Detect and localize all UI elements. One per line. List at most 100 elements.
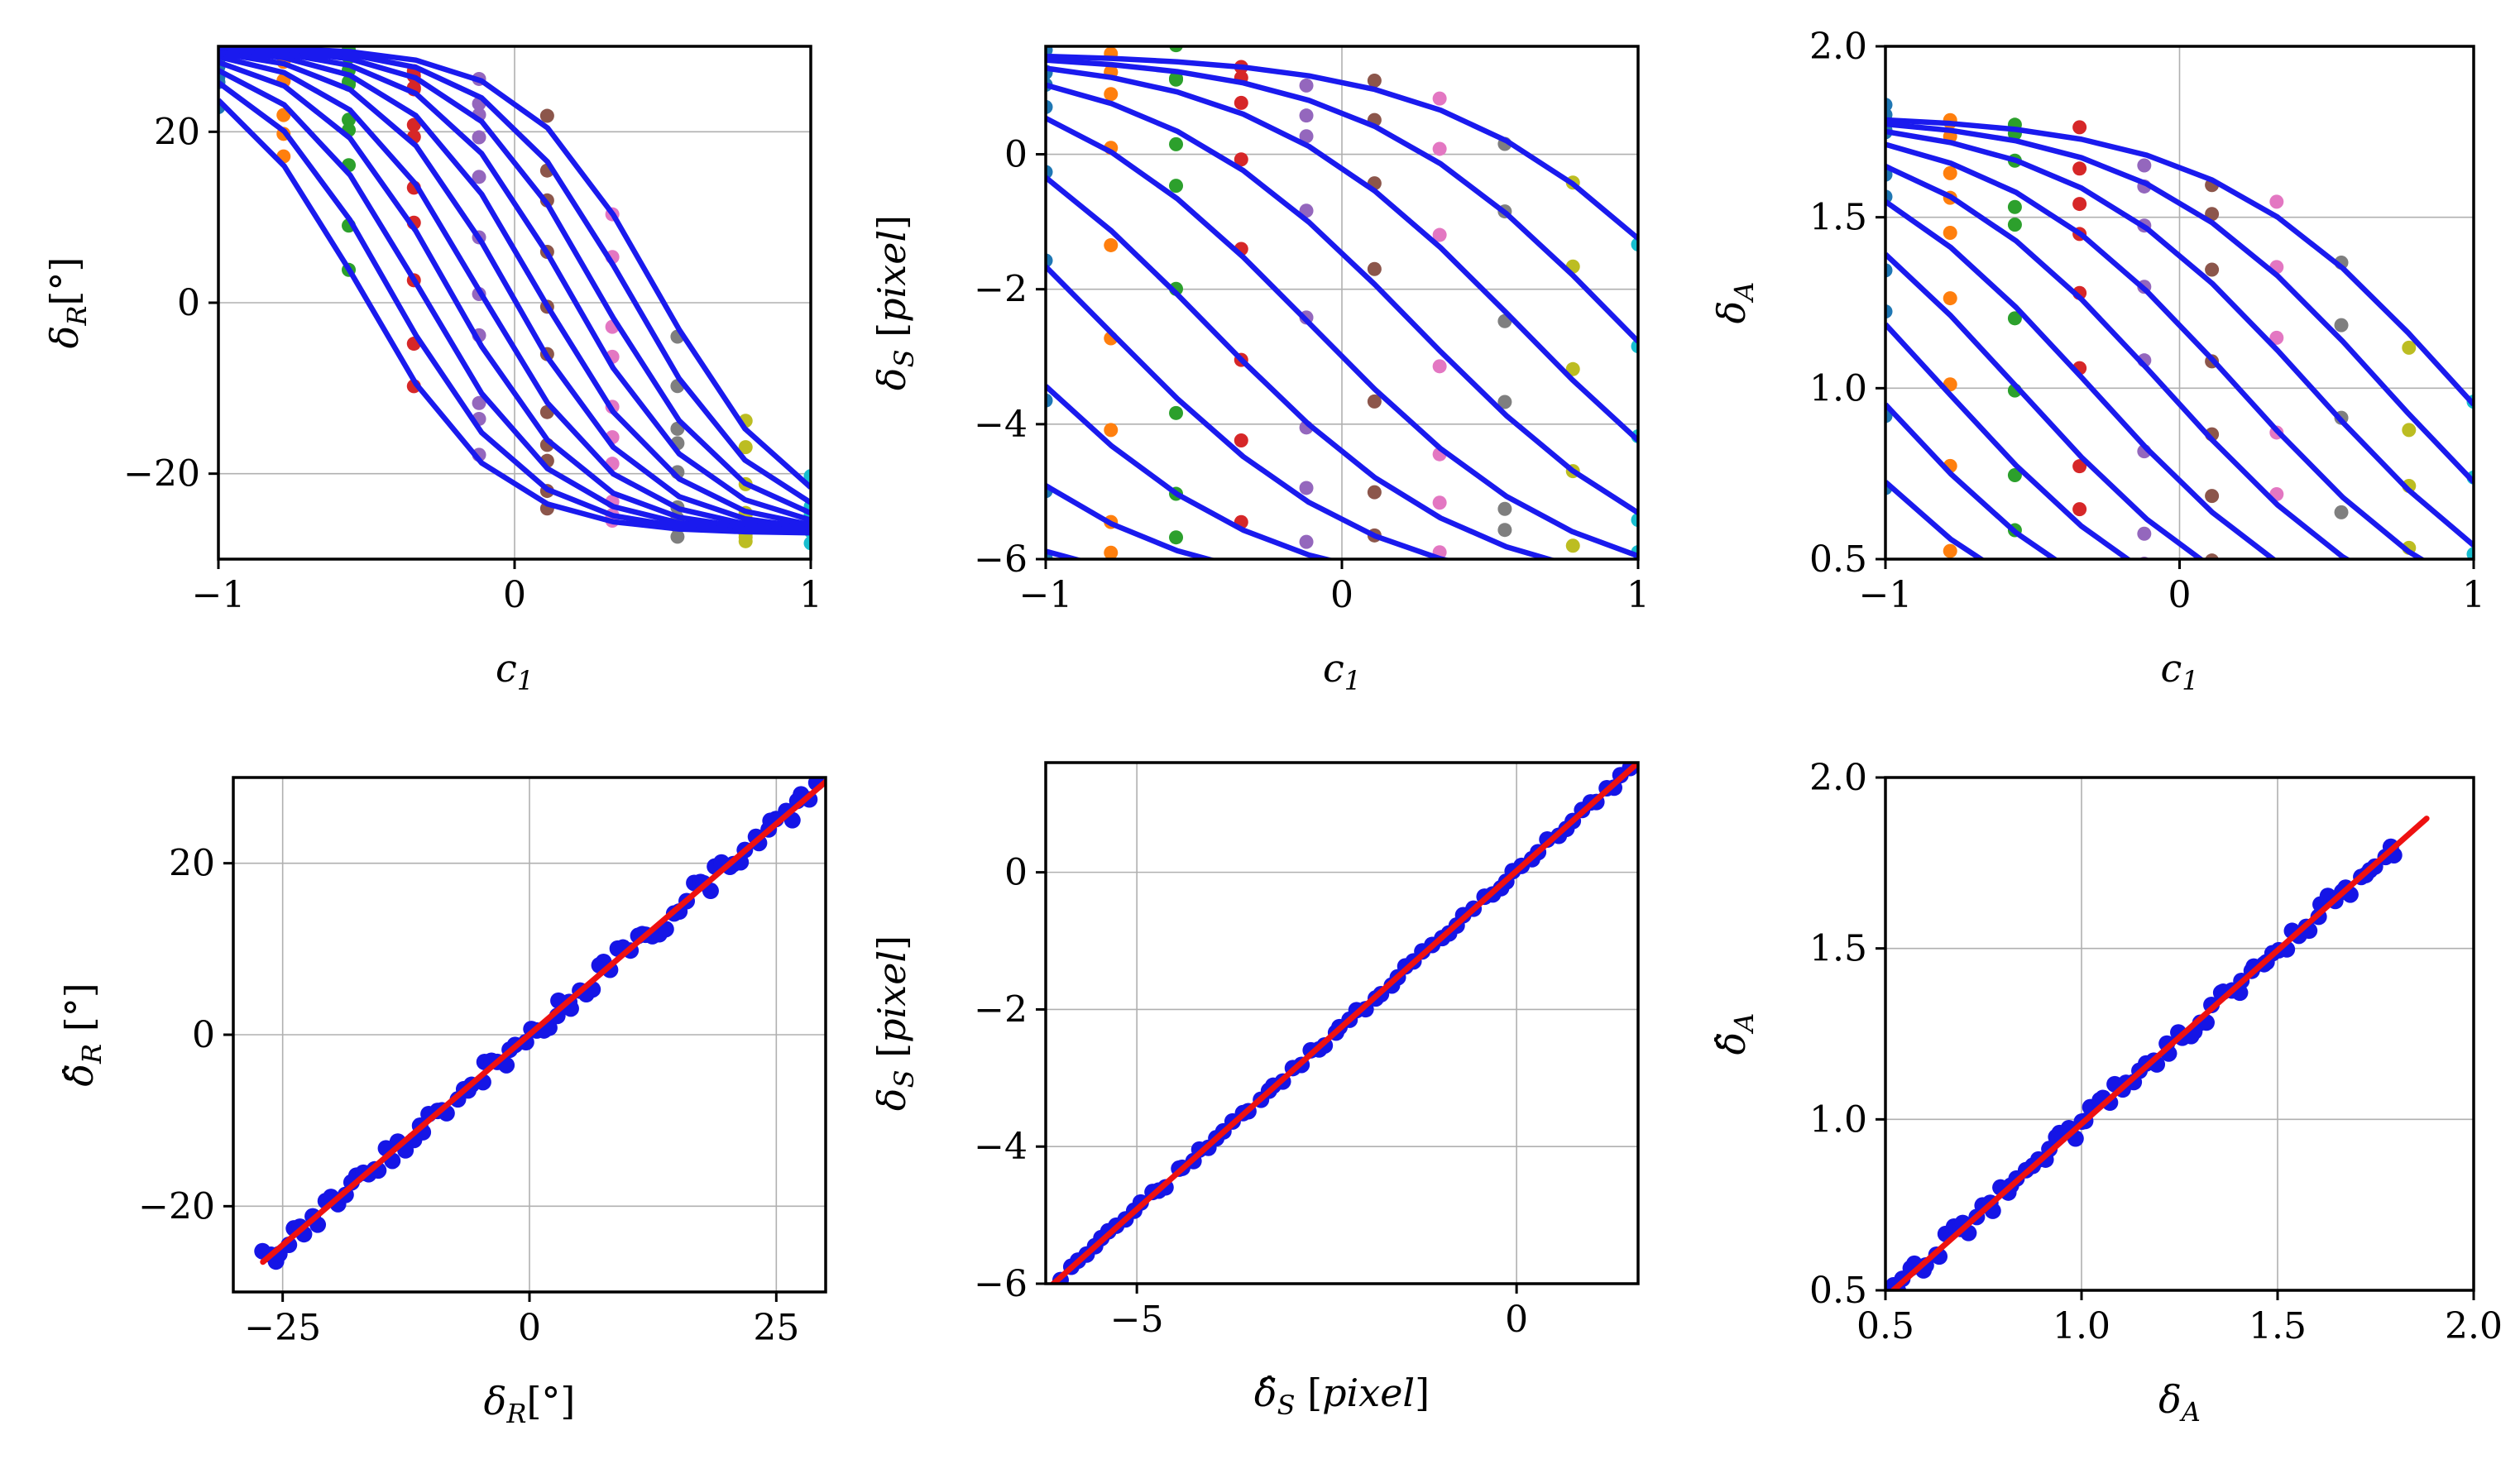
scatter-point [1497, 582, 1512, 596]
scatter-point [2467, 639, 2481, 653]
x-axis-label: δA [2158, 1377, 2201, 1428]
scatter-point [1433, 576, 1447, 590]
scatter-point [472, 130, 486, 145]
scatter-point [1046, 253, 1053, 268]
scatter-point [2269, 571, 2283, 585]
y-axis-label: δR[°] [42, 257, 93, 349]
curve-4 [1046, 175, 1559, 559]
scatter-point [1885, 304, 1893, 319]
y-tick-label: 0 [192, 1014, 215, 1056]
plot-area [1885, 98, 2481, 667]
scatter-point [2269, 629, 2283, 643]
y-axis-label: δ̂A [1709, 1013, 1760, 1055]
scatter-point [2466, 547, 2474, 559]
scatter-point [2072, 197, 2087, 212]
curve-6 [218, 48, 811, 528]
scatter-point [539, 108, 554, 123]
scatter-point [1169, 405, 1184, 420]
curve-7 [218, 46, 811, 523]
scatter-point [1234, 95, 1248, 110]
axes-frame [1044, 761, 1640, 1285]
y-tick-label: −20 [123, 453, 200, 495]
curve-10 [218, 46, 811, 490]
curve-9 [1885, 117, 2474, 407]
scatter-point [1368, 567, 1382, 581]
scatter-point [2335, 562, 2349, 577]
y-tick-label: 1.5 [1809, 928, 1867, 970]
scatter-point [1169, 569, 1183, 583]
scatter-point [1566, 591, 1580, 605]
y-tick-label: 20 [169, 843, 215, 885]
scatter-point [1565, 361, 1580, 376]
x-tick-label: 0 [1505, 1299, 1528, 1341]
x-tick-label: 1 [2462, 574, 2485, 616]
y-tick-label: 0 [177, 282, 200, 324]
curve-5 [1046, 116, 1638, 559]
scatter-point [1566, 561, 1580, 575]
scatter-point [1169, 46, 1183, 53]
x-tick-label: 2.0 [2445, 1305, 2503, 1347]
y-tick-label: −2 [974, 988, 1028, 1031]
scatter-point [1234, 596, 1248, 610]
x-tick-label: 1.5 [2249, 1305, 2307, 1347]
panel-bottom-left: −25 0 25 −20 0 20 δR[°] δ̂R [°] [57, 776, 827, 1429]
plot-area [1049, 763, 1638, 1284]
x-axis-label: c1 [2160, 646, 2198, 696]
curve-2 [218, 68, 811, 535]
x-tick-label: 1 [799, 574, 822, 616]
y-tick-label: 0 [1004, 134, 1028, 176]
scatter-point [1885, 263, 1893, 278]
x-tick-label: −1 [192, 574, 246, 616]
x-tick-label: 0 [2168, 574, 2192, 616]
scatter-point [1631, 513, 1638, 528]
scatter-point [2008, 565, 2022, 579]
x-tick-label: −5 [1110, 1299, 1164, 1341]
scatter-point [1169, 179, 1184, 194]
x-axis-label: δ̂S [pixel] [1254, 1371, 1430, 1421]
scatter-point [1104, 545, 1119, 559]
panel-top-right: −1 0 1 0.5 1.0 1.5 2.0 c1 δA [1709, 26, 2485, 696]
scatter-point [2137, 158, 2152, 173]
scatter-point [2334, 505, 2349, 519]
scatter-point [1943, 543, 1957, 558]
x-axis-label: δR[°] [484, 1379, 576, 1429]
scatter-point [2402, 624, 2416, 639]
scatter-point [2402, 423, 2417, 438]
scatter-point [2467, 653, 2481, 667]
scatter-point [2402, 639, 2416, 653]
curve-5 [1885, 164, 2352, 559]
scatter-point [2007, 467, 2022, 482]
axes-frame [1884, 776, 2475, 1292]
scatter-point [1885, 98, 1893, 112]
curve-1 [1885, 402, 2060, 559]
scatter-point [1367, 74, 1382, 89]
x-axis-label: c1 [496, 646, 534, 696]
scatter-point [2137, 618, 2151, 632]
y-tick-label: −4 [974, 404, 1028, 446]
scatter-point [1566, 586, 1580, 600]
scatter-point [1169, 136, 1184, 151]
x-tick-label: 1 [1627, 574, 1650, 616]
x-tick-label: 0 [1330, 574, 1353, 616]
scatter-point [1943, 165, 1957, 180]
scatter-point [1234, 433, 1248, 448]
scatter-point [2072, 575, 2086, 589]
x-axis-label: c1 [1323, 646, 1361, 696]
scatter-point [1234, 572, 1248, 586]
y-tick-label: 1.0 [1809, 1098, 1867, 1141]
scatter-point [1432, 91, 1447, 106]
curve-3 [1046, 265, 1454, 559]
curve-7 [1046, 65, 1638, 443]
scatter-point [1046, 393, 1053, 408]
scatter-point [1104, 237, 1119, 252]
curve-9 [1046, 53, 1638, 241]
scatter-point [2137, 629, 2151, 643]
scatter-point [1104, 87, 1119, 102]
x-tick-label: −1 [1019, 574, 1073, 616]
y-tick-label: 1.5 [1809, 197, 1867, 239]
scatter-point [1943, 291, 1957, 306]
curve-8 [1885, 121, 2474, 484]
y-tick-label: 2.0 [1809, 757, 1867, 799]
panel-bottom-middle: −5 0 −6 −4 −2 0 δ̂S [pixel] δS [pixel] [870, 761, 1640, 1421]
